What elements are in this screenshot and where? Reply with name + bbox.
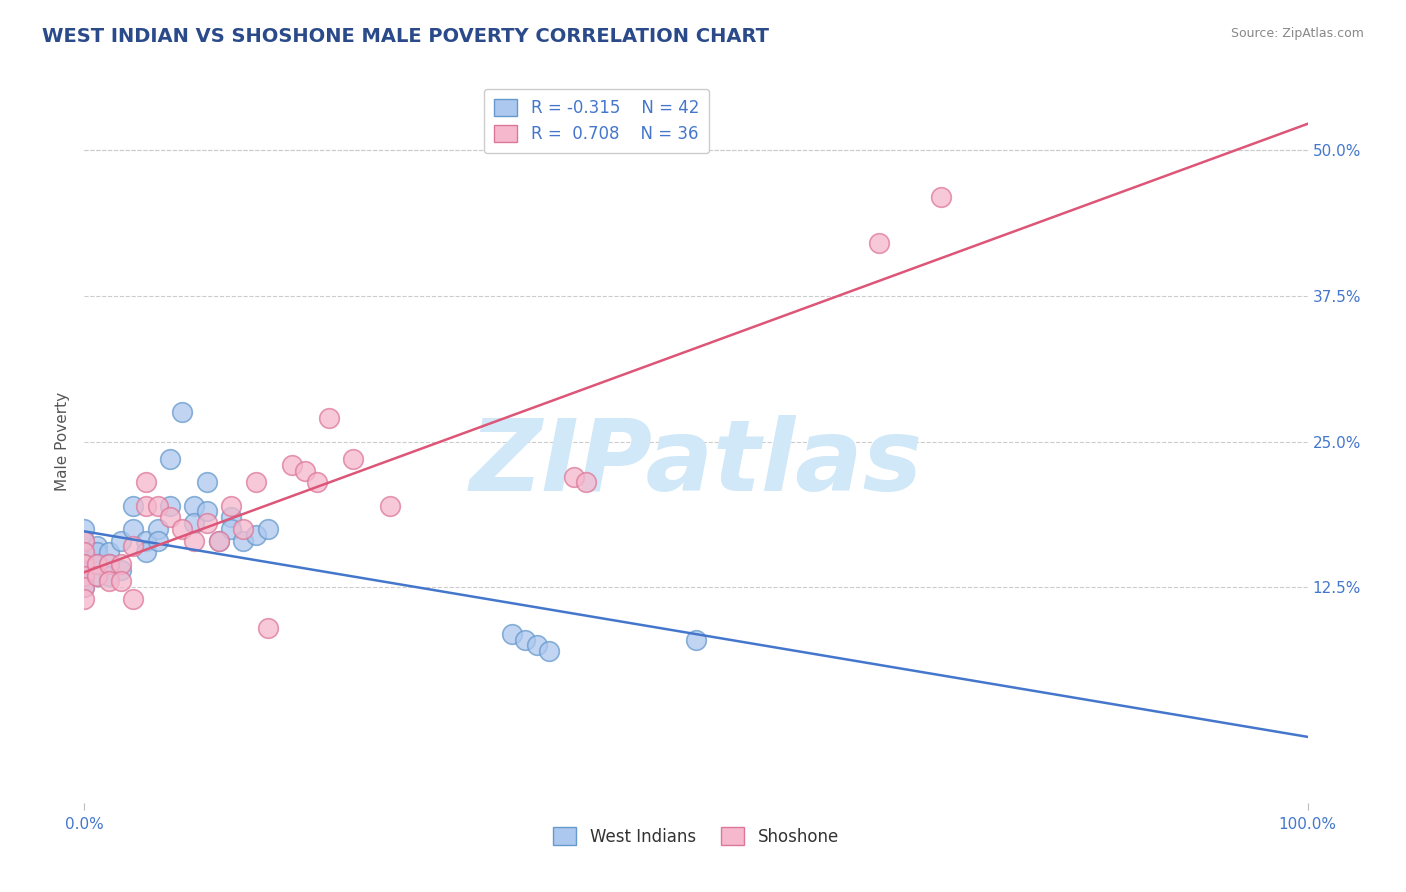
Point: [146, 522, 169, 536]
Point: [135, 545, 157, 559]
Point: [219, 499, 242, 513]
Point: [86, 540, 108, 554]
Point: [97, 557, 120, 571]
Point: [73, 557, 96, 571]
Point: [281, 458, 304, 472]
Point: [86, 568, 108, 582]
Point: [232, 533, 254, 548]
Point: [195, 504, 218, 518]
Point: [575, 475, 598, 490]
Point: [73, 580, 96, 594]
Point: [208, 533, 231, 548]
Point: [195, 516, 218, 530]
Point: [73, 591, 96, 606]
Point: [219, 522, 242, 536]
Point: [122, 522, 145, 536]
Point: [73, 533, 96, 548]
Legend: West Indians, Shoshone: West Indians, Shoshone: [547, 821, 845, 852]
Point: [73, 545, 96, 559]
Point: [146, 533, 169, 548]
Point: [159, 499, 181, 513]
Point: [183, 533, 205, 548]
Point: [110, 563, 132, 577]
Point: [380, 499, 402, 513]
Point: [97, 568, 120, 582]
Point: [245, 475, 267, 490]
Point: [110, 574, 132, 589]
Point: [110, 557, 132, 571]
Point: [73, 545, 96, 559]
Point: [502, 627, 524, 641]
Point: [86, 557, 108, 571]
Point: [342, 452, 364, 467]
Point: [97, 545, 120, 559]
Point: [73, 568, 96, 582]
Point: [73, 557, 96, 571]
Point: [110, 533, 132, 548]
Point: [513, 632, 536, 647]
Point: [97, 557, 120, 571]
Point: [97, 574, 120, 589]
Point: [318, 411, 340, 425]
Point: [305, 475, 328, 490]
Point: [219, 510, 242, 524]
Point: [73, 551, 96, 566]
Point: [86, 568, 108, 582]
Point: [195, 475, 218, 490]
Point: [183, 499, 205, 513]
Point: [73, 522, 96, 536]
Point: [159, 510, 181, 524]
Point: [869, 236, 891, 251]
Point: [73, 580, 96, 594]
Point: [73, 568, 96, 582]
Point: [562, 469, 585, 483]
Point: [159, 452, 181, 467]
Text: ZIPatlas: ZIPatlas: [470, 415, 922, 512]
Point: [135, 499, 157, 513]
Point: [122, 540, 145, 554]
Point: [73, 533, 96, 548]
Point: [172, 522, 194, 536]
Point: [685, 632, 707, 647]
Text: Source: ZipAtlas.com: Source: ZipAtlas.com: [1230, 27, 1364, 40]
Point: [929, 190, 952, 204]
Point: [183, 516, 205, 530]
Point: [86, 545, 108, 559]
Point: [73, 563, 96, 577]
Point: [245, 528, 267, 542]
Point: [538, 644, 561, 658]
Point: [526, 639, 548, 653]
Y-axis label: Male Poverty: Male Poverty: [55, 392, 70, 491]
Point: [146, 499, 169, 513]
Point: [122, 499, 145, 513]
Point: [294, 464, 316, 478]
Point: [135, 475, 157, 490]
Point: [257, 621, 280, 635]
Point: [208, 533, 231, 548]
Point: [232, 522, 254, 536]
Point: [172, 405, 194, 419]
Point: [86, 557, 108, 571]
Point: [135, 533, 157, 548]
Point: [73, 574, 96, 589]
Point: [122, 591, 145, 606]
Text: WEST INDIAN VS SHOSHONE MALE POVERTY CORRELATION CHART: WEST INDIAN VS SHOSHONE MALE POVERTY COR…: [42, 27, 769, 45]
Point: [257, 522, 280, 536]
